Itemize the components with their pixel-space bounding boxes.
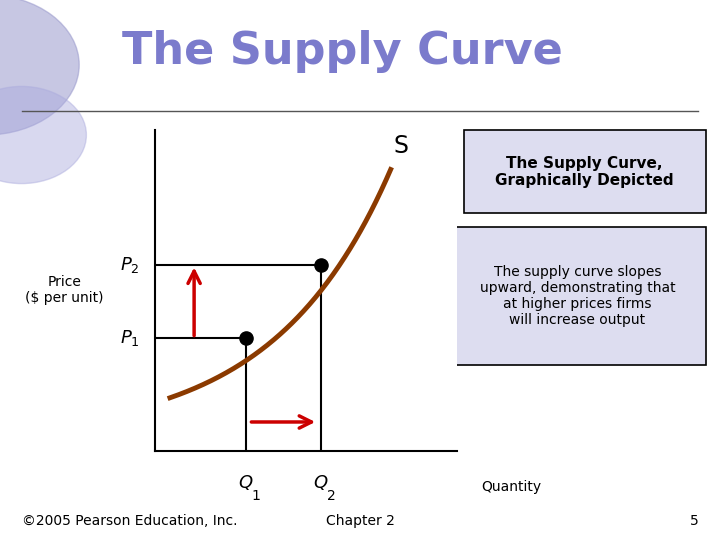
FancyBboxPatch shape <box>450 227 706 364</box>
Text: Chapter 2: Chapter 2 <box>325 514 395 528</box>
Circle shape <box>0 0 79 135</box>
Text: Quantity: Quantity <box>482 480 541 494</box>
Text: $Q$: $Q$ <box>313 474 329 492</box>
Circle shape <box>0 86 86 184</box>
Text: ©2005 Pearson Education, Inc.: ©2005 Pearson Education, Inc. <box>22 514 237 528</box>
Point <box>315 260 327 269</box>
FancyBboxPatch shape <box>464 130 706 213</box>
Text: The Supply Curve,
Graphically Depicted: The Supply Curve, Graphically Depicted <box>495 156 674 188</box>
Text: $Q$: $Q$ <box>238 474 253 492</box>
Text: Price
($ per unit): Price ($ per unit) <box>24 275 104 305</box>
Text: $P_1$: $P_1$ <box>120 328 140 348</box>
Point <box>240 334 251 343</box>
Text: 5: 5 <box>690 514 698 528</box>
Text: 1: 1 <box>252 489 261 503</box>
Text: S: S <box>394 134 409 158</box>
Text: 2: 2 <box>328 489 336 503</box>
Text: $P_2$: $P_2$ <box>120 254 140 274</box>
Text: The Supply Curve: The Supply Curve <box>122 30 563 73</box>
Text: The supply curve slopes
upward, demonstrating that
at higher prices firms
will i: The supply curve slopes upward, demonstr… <box>480 265 675 327</box>
